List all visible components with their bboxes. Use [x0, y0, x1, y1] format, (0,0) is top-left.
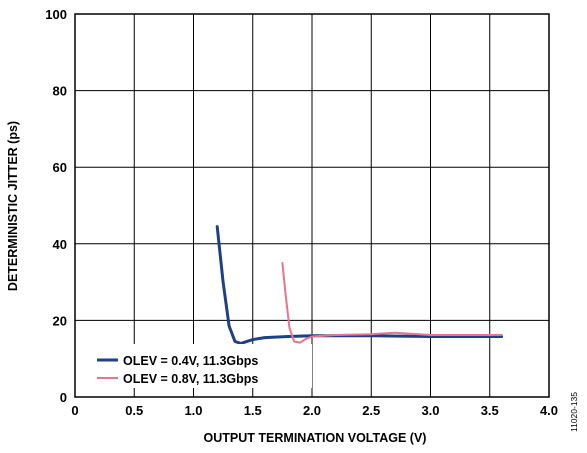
x-tick-label: 2.0 — [303, 403, 321, 418]
legend-label-series-2: OLEV = 0.8V, 11.3Gbps — [123, 372, 258, 386]
y-tick-label: 20 — [53, 313, 67, 328]
legend-background — [90, 344, 312, 388]
y-tick-label: 0 — [60, 390, 67, 405]
y-tick-label: 60 — [53, 160, 67, 175]
x-tick-label: 3.0 — [421, 403, 439, 418]
grid — [75, 14, 549, 397]
y-tick-label: 100 — [45, 7, 67, 22]
x-tick-label: 1.0 — [184, 403, 202, 418]
x-tick-label: 1.5 — [244, 403, 262, 418]
x-tick-label: 0.5 — [125, 403, 143, 418]
y-tick-label: 80 — [53, 84, 67, 99]
series-line-1 — [215, 225, 504, 345]
x-tick-label: 3.5 — [481, 403, 499, 418]
legend-label-series-1: OLEV = 0.4V, 11.3Gbps — [123, 354, 258, 368]
legend: OLEV = 0.4V, 11.3Gbps OLEV = 0.8V, 11.3G… — [90, 344, 312, 388]
x-tick-label: 2.5 — [362, 403, 380, 418]
x-tick-label: 4.0 — [540, 403, 558, 418]
series-line-2 — [281, 262, 503, 344]
y-tick-label: 40 — [53, 237, 67, 252]
x-axis-title: OUTPUT TERMINATION VOLTAGE (V) — [204, 431, 427, 445]
plot-frame — [74, 13, 550, 398]
figure-id: 11020-135 — [569, 392, 579, 432]
series-lines — [215, 225, 504, 345]
tick-labels: 0 0.5 1.0 1.5 2.0 2.5 3.0 3.5 4.0 0 20 40 60 80 100 — [45, 7, 558, 418]
x-tick-label: 0 — [71, 403, 78, 418]
y-axis-title: DETERMINISTIC JITTER (ps) — [6, 121, 20, 291]
